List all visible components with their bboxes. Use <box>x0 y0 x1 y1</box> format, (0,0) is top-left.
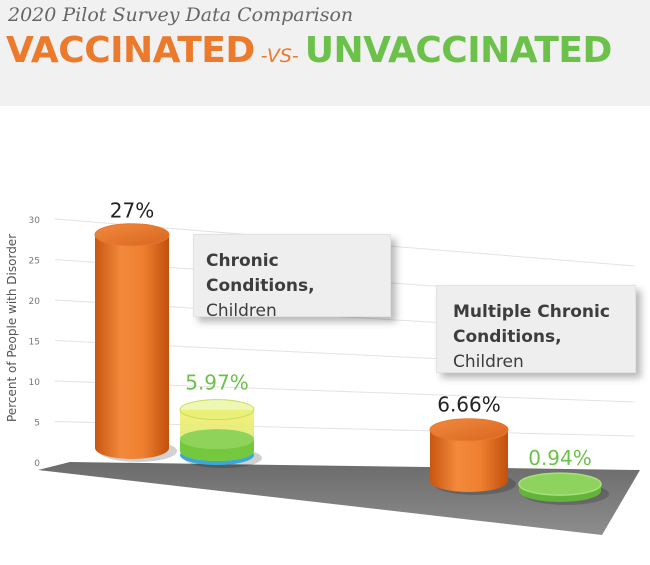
y-tick-label: 25 <box>29 257 40 267</box>
data-label: 5.97% <box>185 371 249 395</box>
callout-2-bold-2: Conditions, <box>453 327 562 347</box>
data-label: 27% <box>110 199 154 223</box>
y-axis-ticks: 0 5 10 15 20 25 30 <box>29 216 41 469</box>
title-unvaccinated: UNVACCINATED <box>304 30 613 71</box>
title-vs: -VS- <box>260 45 299 67</box>
callout-2-bold-1: Multiple Chronic <box>453 302 610 322</box>
y-tick-label: 15 <box>29 338 40 348</box>
y-tick-label: 10 <box>29 378 41 388</box>
data-label: 0.94% <box>528 446 592 470</box>
callout-multiple-chronic-conditions: Multiple Chronic Conditions, Children <box>436 285 636 373</box>
y-tick-label: 20 <box>29 297 41 307</box>
callout-1-bold: Chronic Conditions, <box>206 251 315 296</box>
callout-1-rest: Children <box>206 301 277 321</box>
bar-unvaccinated-0 <box>179 399 262 468</box>
data-labels: 27% 5.97% 6.66% 0.94% <box>110 199 592 470</box>
chart-title: VACCINATED -VS- UNVACCINATED <box>6 30 612 71</box>
bar-vaccinated-0 <box>94 223 177 462</box>
bars <box>94 223 609 505</box>
callout-chronic-conditions: Chronic Conditions, Children <box>193 234 391 321</box>
bar-vaccinated-1 <box>429 418 516 495</box>
data-label: 6.66% <box>437 393 501 417</box>
bar-unvaccinated-1 <box>518 472 609 505</box>
title-vaccinated: VACCINATED <box>6 30 255 71</box>
y-tick-label: 5 <box>34 419 40 429</box>
callout-2-rest: Children <box>453 352 524 372</box>
y-axis-label: Percent of People with Disorder <box>5 233 19 422</box>
chart-subtitle: 2020 Pilot Survey Data Comparison <box>8 4 354 26</box>
y-tick-label: 0 <box>34 459 40 469</box>
header-banner: 2020 Pilot Survey Data Comparison VACCIN… <box>0 0 650 106</box>
y-tick-label: 30 <box>29 216 41 226</box>
